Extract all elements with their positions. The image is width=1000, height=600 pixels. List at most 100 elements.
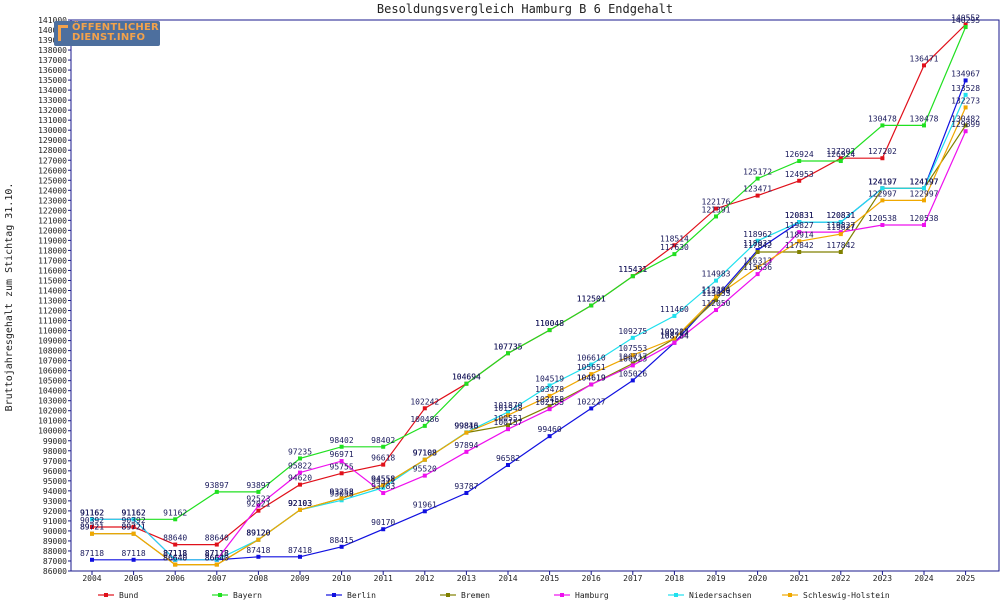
data-label-niedersachsen: 97108	[413, 449, 437, 458]
data-label-niedersachsen: 92103	[288, 499, 312, 508]
y-tick-label: 128000	[38, 146, 67, 155]
data-label-bayern: 110048	[535, 319, 564, 328]
data-label-berlin: 99460	[538, 425, 562, 434]
data-label-bremen: 124197	[868, 177, 897, 186]
data-point-bayern	[755, 176, 760, 181]
data-label-bremen: 89721	[122, 523, 146, 532]
data-label-bayern: 140295	[951, 16, 980, 25]
data-point-berlin	[422, 509, 427, 514]
data-label-berlin: 105026	[618, 369, 647, 378]
data-point-berlin	[506, 462, 510, 467]
y-tick-label: 123000	[38, 196, 67, 205]
data-label-niedersachsen: 118962	[743, 230, 772, 239]
series-line-hamburg	[92, 130, 967, 561]
data-label-schleswig-holstein: 122997	[868, 189, 897, 198]
data-point-bayern	[464, 381, 469, 386]
legend-label-bremen: Bremen	[461, 591, 490, 600]
y-tick-label: 92000	[43, 507, 67, 516]
data-label-bund: 136471	[910, 54, 939, 63]
y-tick-label: 121000	[38, 216, 67, 225]
legend-label-bayern: Bayern	[233, 591, 262, 600]
data-label-schleswig-holstein: 122997	[910, 189, 939, 198]
y-tick-label: 110000	[38, 327, 67, 336]
data-point-niedersachsen	[381, 485, 386, 490]
data-point-bund	[672, 243, 677, 248]
x-tick-label: 2012	[415, 574, 434, 583]
data-label-bund: 95755	[330, 462, 354, 471]
data-label-bund: 140552	[951, 13, 980, 22]
legend-label-berlin: Berlin	[347, 591, 376, 600]
data-point-schleswig-holstein	[173, 562, 178, 567]
data-label-bund: 115431	[618, 265, 647, 274]
data-point-bund	[922, 63, 926, 68]
data-label-niedersachsen: 124197	[868, 177, 897, 186]
x-tick-label: 2017	[623, 574, 642, 583]
data-label-berlin: 91961	[413, 500, 437, 509]
data-label-bayern: 115431	[618, 265, 647, 274]
data-point-niedersachsen	[339, 498, 344, 503]
data-label-niedersachsen: 87118	[205, 549, 229, 558]
data-point-berlin	[298, 554, 302, 559]
data-label-berlin: 87418	[288, 546, 312, 555]
data-label-bremen: 104619	[577, 373, 606, 382]
data-point-niedersachsen	[589, 362, 594, 367]
data-point-berlin	[90, 557, 94, 562]
data-point-hamburg	[630, 363, 635, 368]
data-label-hamburg: 129899	[951, 120, 980, 129]
data-point-schleswig-holstein	[589, 372, 594, 377]
data-label-hamburg: 115636	[743, 263, 772, 272]
data-point-bund	[173, 542, 178, 547]
y-tick-label: 140000	[38, 26, 67, 35]
data-label-bund: 127202	[868, 147, 897, 156]
data-label-schleswig-holstein: 89721	[122, 523, 146, 532]
y-tick-label: 103000	[38, 397, 67, 406]
data-point-schleswig-holstein	[797, 239, 802, 244]
legend-marker-bund	[104, 593, 108, 597]
y-tick-label: 98000	[43, 447, 67, 456]
data-point-schleswig-holstein	[298, 507, 302, 512]
data-label-bund: 88640	[163, 534, 187, 543]
y-tick-label: 91000	[43, 517, 67, 526]
data-point-bremen	[506, 423, 510, 428]
data-label-bremen: 130482	[951, 114, 980, 123]
y-tick-label: 127000	[38, 156, 67, 165]
y-axis-ticks: 8600087000880008900090000910009200093000…	[38, 16, 71, 576]
data-point-bayern	[422, 423, 427, 428]
x-tick-label: 2004	[82, 574, 101, 583]
data-label-bayern: 126924	[826, 150, 855, 159]
data-label-hamburg: 119827	[826, 221, 855, 230]
x-tick-label: 2023	[873, 574, 892, 583]
data-point-schleswig-holstein	[922, 198, 926, 203]
data-point-berlin	[630, 378, 635, 383]
data-label-bremen: 117842	[743, 241, 772, 250]
data-label-bund: 92021	[246, 500, 270, 509]
data-label-bremen: 89721	[80, 523, 104, 532]
y-axis-label: Bruttojahresgehalt zum Stichtag 31.10.	[4, 183, 15, 412]
y-tick-label: 95000	[43, 477, 67, 486]
y-tick-label: 99000	[43, 437, 67, 446]
series-line-bund	[92, 24, 967, 546]
data-point-bund	[755, 193, 760, 198]
data-label-hamburg: 87118	[163, 549, 187, 558]
data-point-bayern	[880, 123, 885, 128]
data-labels: 90392 90392 88640 88640 92021 94620 95755 96618…	[80, 13, 980, 562]
data-label-schleswig-holstein: 94558	[371, 474, 395, 483]
data-label-hamburg: 120538	[868, 214, 897, 223]
data-point-niedersachsen	[880, 186, 885, 191]
y-tick-label: 132000	[38, 106, 67, 115]
y-tick-label: 133000	[38, 96, 67, 105]
data-point-bayern	[630, 274, 635, 279]
legend-label-niedersachsen: Niedersachsen	[689, 591, 752, 600]
data-label-bayern: 126924	[785, 150, 814, 159]
data-label-hamburg: 93783	[371, 482, 395, 491]
data-point-bayern	[173, 517, 178, 522]
y-tick-label: 116000	[38, 266, 67, 275]
data-label-bund: 127202	[826, 147, 855, 156]
data-label-schleswig-holstein: 92103	[288, 499, 312, 508]
data-point-berlin	[547, 434, 552, 439]
data-point-bayern	[339, 444, 344, 449]
data-point-hamburg	[547, 407, 552, 412]
data-point-bayern	[381, 444, 386, 449]
y-tick-label: 115000	[38, 276, 67, 285]
data-label-berlin: 93787	[454, 482, 478, 491]
